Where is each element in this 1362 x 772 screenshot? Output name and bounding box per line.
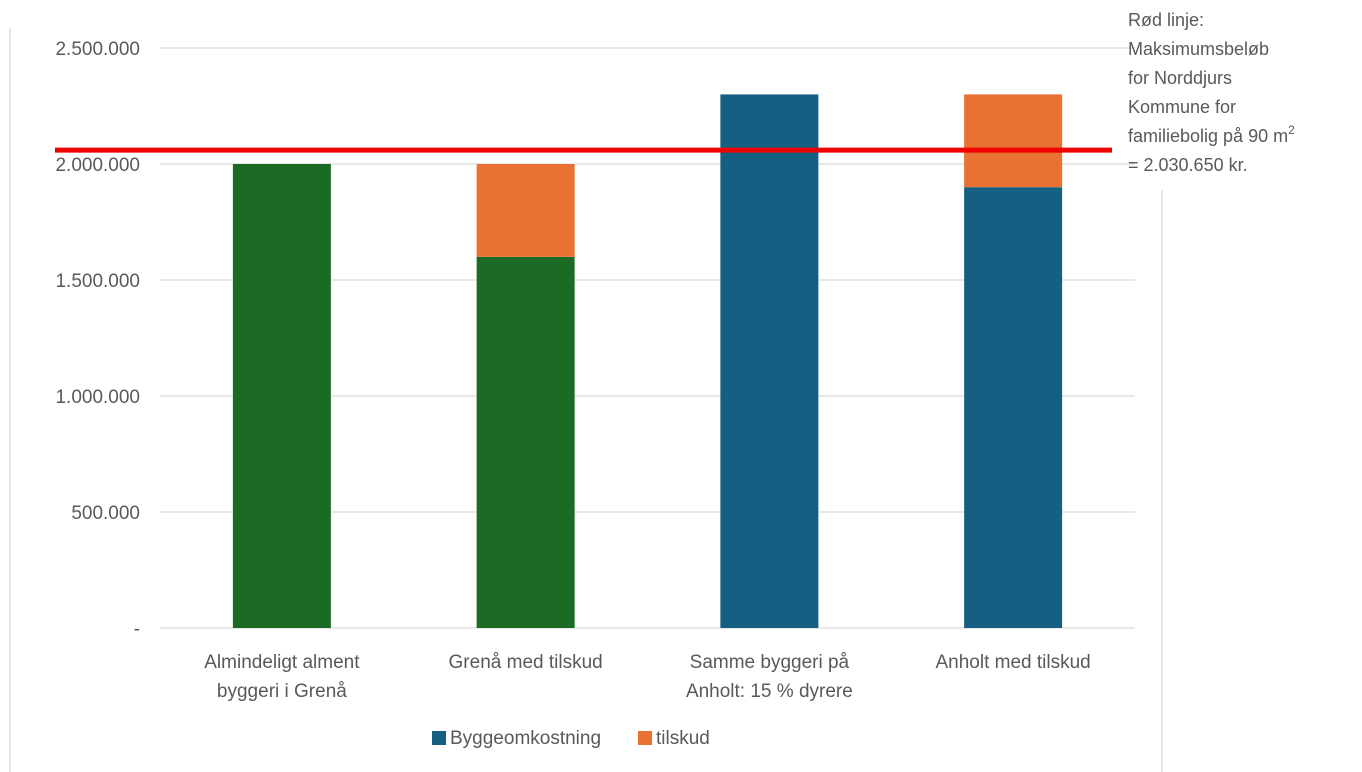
- y-axis-tick-labels: - 500.000 1.000.000 1.500.000 2.000.000 2.500…: [55, 39, 140, 640]
- y-tick-label: 1.500.000: [55, 271, 140, 292]
- x-axis-category-labels: Almindeligt alment byggeri i Grenå Grenå m…: [204, 652, 1091, 702]
- legend-swatch-byggeomkostning: [432, 731, 446, 745]
- annotation-line: for Norddjurs: [1128, 68, 1232, 88]
- legend: Byggeomkostning tilskud: [432, 728, 710, 749]
- y-tick-label: 1.000.000: [55, 387, 140, 408]
- y-tick-label: 2.000.000: [55, 155, 140, 176]
- bar-tilskud-2: [476, 164, 575, 257]
- y-tick-label: 500.000: [71, 503, 140, 524]
- annotation-line: = 2.030.650 kr.: [1128, 155, 1248, 175]
- category-label: Grenå med tilskud: [449, 652, 603, 673]
- bar-byggeomkostning-3: [720, 94, 819, 628]
- category-label: Anholt: 15 % dyrere: [686, 681, 853, 702]
- bar-byggeomkostning-4: [964, 187, 1063, 628]
- bars: [232, 94, 1063, 628]
- annotation-line: familiebolig på 90 m2: [1128, 123, 1295, 146]
- annotation-line: Kommune for: [1128, 97, 1236, 117]
- category-label: byggeri i Grenå: [217, 681, 347, 702]
- legend-label-byggeomkostning: Byggeomkostning: [450, 728, 601, 749]
- legend-swatch-tilskud: [638, 731, 652, 745]
- bar-tilskud-4: [964, 94, 1063, 188]
- annotation-line: Maksimumsbeløb: [1128, 39, 1269, 59]
- annotation-superscript: 2: [1288, 123, 1295, 137]
- annotation-note: Rød linje: Maksimumsbeløb for Norddjurs Kom…: [1128, 10, 1295, 175]
- annotation-line: Rød linje:: [1128, 10, 1204, 30]
- chart-frame: [9, 28, 1163, 772]
- bar-byggeomkostning-2: [476, 256, 575, 628]
- legend-label-tilskud: tilskud: [656, 728, 710, 749]
- bar-byggeomkostning-1: [232, 164, 331, 628]
- y-tick-label: -: [134, 619, 140, 640]
- category-label: Almindeligt alment: [204, 652, 360, 673]
- category-label: Anholt med tilskud: [936, 652, 1091, 673]
- y-tick-label: 2.500.000: [55, 39, 140, 60]
- category-label: Samme byggeri på: [690, 652, 850, 673]
